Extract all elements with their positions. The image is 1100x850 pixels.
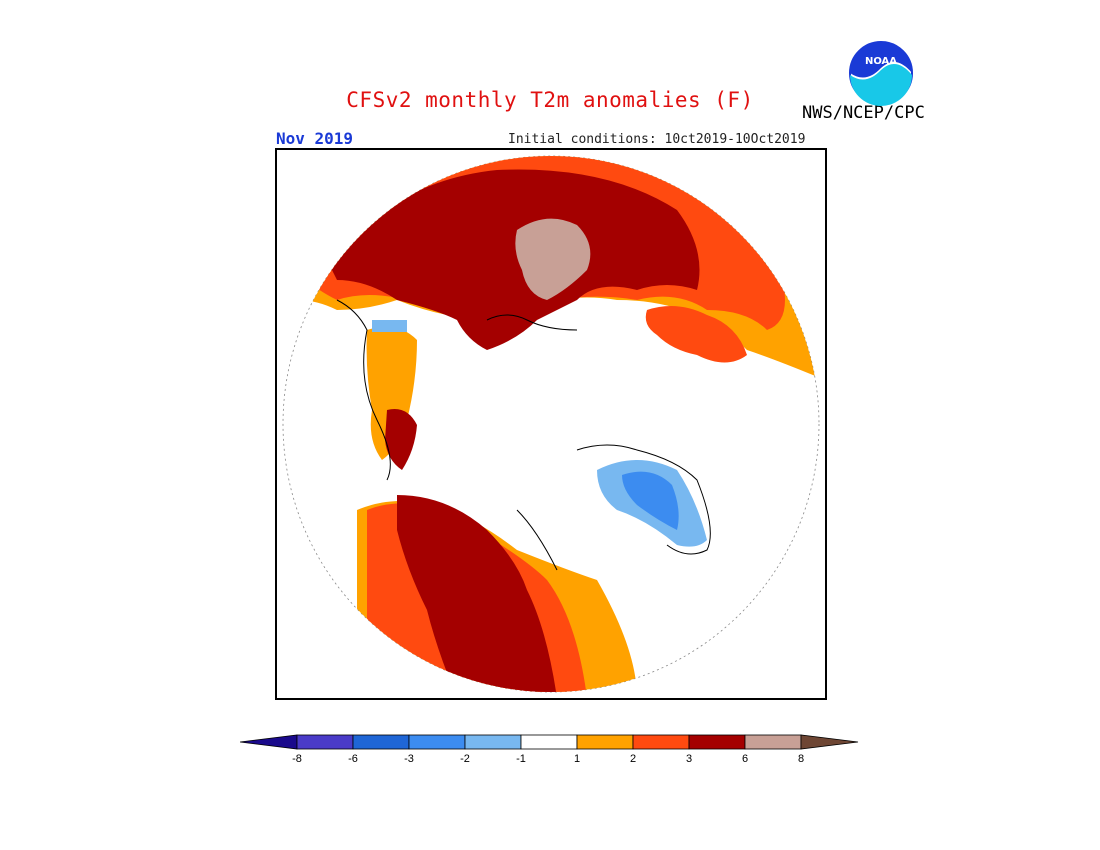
- colorbar-3-6: [688, 734, 746, 750]
- colorbar-3-2: [408, 734, 466, 750]
- anomaly-namerica-darkred: [397, 495, 557, 692]
- anomaly-kara-brown: [515, 218, 591, 300]
- anomaly-eurasia-darkred: [327, 169, 700, 350]
- colorbar-tick: -3: [404, 753, 414, 765]
- colorbar-tick: -1: [516, 753, 526, 765]
- colorbar-6-3: [352, 734, 410, 750]
- colorbar-tick: 8: [797, 753, 805, 765]
- colorbar-8-6: [296, 734, 354, 750]
- polar-map: [275, 148, 827, 700]
- colorbar-tick: -8: [292, 753, 302, 765]
- colorbar-1-2: [576, 734, 634, 750]
- colorbar-2-1: [464, 734, 522, 750]
- noaa-logo: NOAA: [846, 40, 916, 110]
- valid-month-label: Nov 2019: [276, 129, 354, 148]
- coastlines: [336, 299, 711, 571]
- colorbar-gt-8: [800, 734, 859, 750]
- colorbar-2-3: [632, 734, 690, 750]
- colorbar-tick: 2: [629, 753, 637, 765]
- colorbar-tick: 1: [573, 753, 581, 765]
- noaa-logo-text: NOAA: [865, 56, 897, 67]
- colorbar-tick: -6: [348, 753, 358, 765]
- colorbar: [239, 733, 860, 755]
- anomaly-small-blue: [372, 320, 407, 332]
- colorbar-tick: 6: [741, 753, 749, 765]
- anomaly-greenland-red: [385, 409, 417, 470]
- anomaly-scandinavia: [645, 306, 747, 363]
- colorbar-lt-8: [239, 734, 298, 750]
- colorbar-tick: -2: [460, 753, 470, 765]
- agency-label: NWS/NCEP/CPC: [802, 103, 925, 123]
- initial-conditions-label: Initial conditions: 10ct2019-10Oct2019: [508, 132, 806, 147]
- colorbar-tick: 3: [685, 753, 693, 765]
- chart-title: CFSv2 monthly T2m anomalies (F): [346, 88, 754, 112]
- colorbar-6-8: [744, 734, 802, 750]
- anomaly-hudson-midblue: [622, 471, 679, 530]
- colorbar-1-1: [520, 734, 578, 750]
